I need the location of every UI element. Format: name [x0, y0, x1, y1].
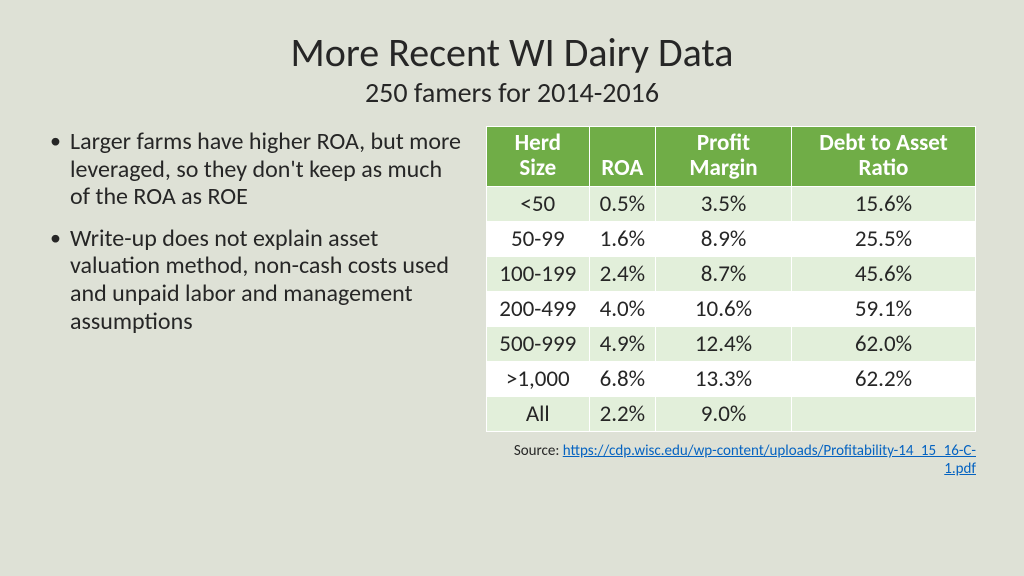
data-table: Herd Size ROA Profit Margin Debt to Asse… — [486, 126, 976, 432]
table-cell: 15.6% — [791, 186, 975, 221]
table-cell: 3.5% — [656, 186, 792, 221]
table-row: 500-999 4.9% 12.4% 62.0% — [487, 326, 976, 361]
table-cell: 8.7% — [656, 256, 792, 291]
table-cell: 100-199 — [487, 256, 590, 291]
table-cell: 8.9% — [656, 221, 792, 256]
table-cell: <50 — [487, 186, 590, 221]
table-row: 200-499 4.0% 10.6% 59.1% — [487, 291, 976, 326]
table-cell: 4.0% — [589, 291, 656, 326]
bullet-column: Larger farms have higher ROA, but more l… — [48, 126, 464, 349]
bullet-item: Larger farms have higher ROA, but more l… — [48, 128, 464, 211]
bullet-list: Larger farms have higher ROA, but more l… — [48, 128, 464, 335]
page-subtitle: 250 famers for 2014-2016 — [48, 75, 976, 110]
table-cell: 1.6% — [589, 221, 656, 256]
col-debt-ratio: Debt to Asset Ratio — [791, 127, 975, 187]
table-cell: 13.3% — [656, 361, 792, 396]
table-cell: 2.4% — [589, 256, 656, 291]
table-row: 100-199 2.4% 8.7% 45.6% — [487, 256, 976, 291]
content-row: Larger farms have higher ROA, but more l… — [48, 126, 976, 556]
table-cell: 9.0% — [656, 396, 792, 431]
bullet-item: Write-up does not explain asset valuatio… — [48, 225, 464, 335]
table-cell: 6.8% — [589, 361, 656, 396]
table-cell: 25.5% — [791, 221, 975, 256]
table-cell: 2.2% — [589, 396, 656, 431]
table-row: <50 0.5% 3.5% 15.6% — [487, 186, 976, 221]
table-cell: 12.4% — [656, 326, 792, 361]
table-cell: 62.2% — [791, 361, 975, 396]
page-title: More Recent WI Dairy Data — [48, 28, 976, 77]
col-profit-margin: Profit Margin — [656, 127, 792, 187]
table-column: Herd Size ROA Profit Margin Debt to Asse… — [486, 126, 976, 478]
table-cell: 45.6% — [791, 256, 975, 291]
table-cell: >1,000 — [487, 361, 590, 396]
table-cell: 200-499 — [487, 291, 590, 326]
col-roa: ROA — [589, 127, 656, 187]
table-row: 50-99 1.6% 8.9% 25.5% — [487, 221, 976, 256]
table-cell: 10.6% — [656, 291, 792, 326]
source-label: Source: — [514, 442, 563, 460]
table-row: All 2.2% 9.0% — [487, 396, 976, 431]
source-link[interactable]: https://cdp.wisc.edu/wp-content/uploads/… — [563, 442, 976, 478]
table-cell: 500-999 — [487, 326, 590, 361]
table-cell — [791, 396, 975, 431]
table-cell: 62.0% — [791, 326, 975, 361]
table-cell: 4.9% — [589, 326, 656, 361]
source-line: Source: https://cdp.wisc.edu/wp-content/… — [486, 442, 976, 478]
title-block: More Recent WI Dairy Data 250 famers for… — [48, 28, 976, 110]
table-cell: 0.5% — [589, 186, 656, 221]
slide: More Recent WI Dairy Data 250 famers for… — [0, 0, 1024, 576]
table-row: >1,000 6.8% 13.3% 62.2% — [487, 361, 976, 396]
table-header-row: Herd Size ROA Profit Margin Debt to Asse… — [487, 127, 976, 187]
table-cell: 59.1% — [791, 291, 975, 326]
col-herd-size: Herd Size — [487, 127, 590, 187]
table-cell: All — [487, 396, 590, 431]
table-cell: 50-99 — [487, 221, 590, 256]
